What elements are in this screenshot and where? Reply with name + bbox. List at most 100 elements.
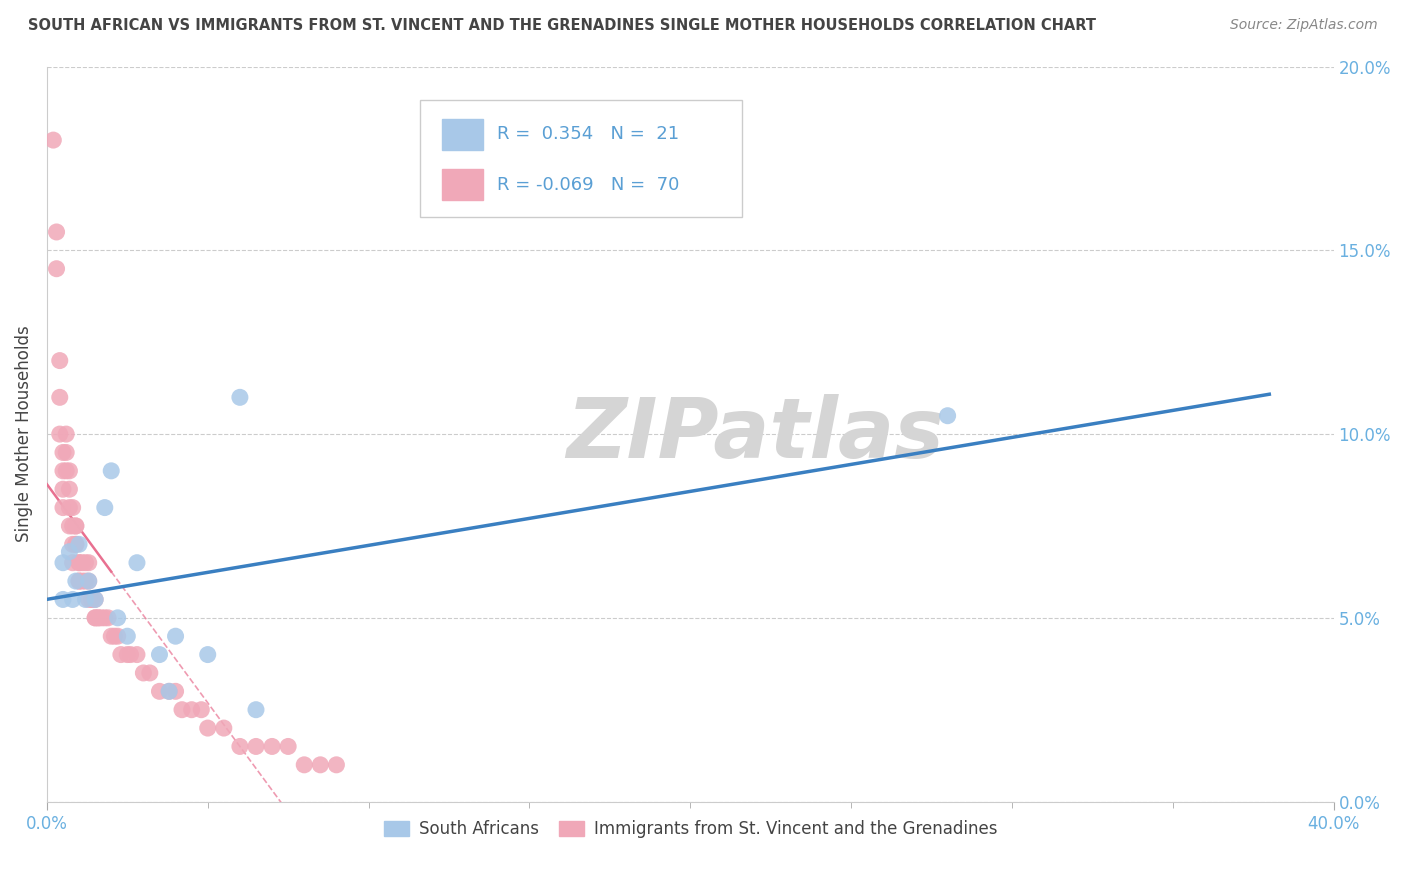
Point xyxy=(52,445,75,459)
Point xyxy=(58,500,80,515)
Point xyxy=(52,464,75,478)
Point xyxy=(165,684,187,698)
Point xyxy=(45,225,67,239)
Point xyxy=(148,684,170,698)
Point xyxy=(84,611,107,625)
Point xyxy=(49,353,72,368)
Point xyxy=(67,537,90,551)
Point xyxy=(75,574,97,588)
Point xyxy=(45,261,67,276)
Point xyxy=(94,611,117,625)
Point xyxy=(80,592,103,607)
Point xyxy=(52,500,75,515)
Point xyxy=(262,739,284,754)
Point xyxy=(77,574,100,588)
Point xyxy=(49,427,72,442)
Point xyxy=(325,757,347,772)
Point xyxy=(139,665,162,680)
Point xyxy=(190,703,212,717)
Point xyxy=(277,739,299,754)
Point xyxy=(90,611,112,625)
Point xyxy=(49,390,72,404)
Point xyxy=(197,721,219,735)
Point xyxy=(58,464,80,478)
Point xyxy=(87,611,110,625)
Point xyxy=(65,519,87,533)
Point xyxy=(212,721,235,735)
Point xyxy=(77,556,100,570)
Point xyxy=(103,629,125,643)
Bar xyxy=(441,169,484,201)
Point xyxy=(148,648,170,662)
Point xyxy=(245,703,267,717)
Point xyxy=(84,592,107,607)
Point xyxy=(52,556,75,570)
Point xyxy=(97,611,120,625)
Point xyxy=(100,464,122,478)
Point xyxy=(75,592,97,607)
Point xyxy=(77,574,100,588)
Point xyxy=(229,390,252,404)
Point xyxy=(55,464,77,478)
Bar xyxy=(441,119,484,150)
Point xyxy=(245,739,267,754)
Point xyxy=(65,519,87,533)
Point xyxy=(309,757,332,772)
Point xyxy=(62,519,84,533)
Point xyxy=(170,703,193,717)
Point xyxy=(120,648,142,662)
Point xyxy=(87,611,110,625)
Point xyxy=(55,427,77,442)
Point xyxy=(52,592,75,607)
Point xyxy=(65,537,87,551)
Point xyxy=(157,684,180,698)
Point xyxy=(55,445,77,459)
Point xyxy=(125,556,148,570)
Point xyxy=(132,665,155,680)
FancyBboxPatch shape xyxy=(420,100,742,218)
Point xyxy=(67,556,90,570)
Point xyxy=(94,500,117,515)
Point xyxy=(107,629,129,643)
Legend: South Africans, Immigrants from St. Vincent and the Grenadines: South Africans, Immigrants from St. Vinc… xyxy=(377,814,1004,845)
Y-axis label: Single Mother Households: Single Mother Households xyxy=(15,326,32,542)
Point xyxy=(65,537,87,551)
Point xyxy=(42,133,65,147)
Point xyxy=(107,611,129,625)
Point xyxy=(84,611,107,625)
Point xyxy=(117,629,139,643)
Text: R = -0.069   N =  70: R = -0.069 N = 70 xyxy=(498,176,679,194)
Point xyxy=(75,556,97,570)
Text: Source: ZipAtlas.com: Source: ZipAtlas.com xyxy=(1230,18,1378,32)
Point xyxy=(52,482,75,496)
Point xyxy=(125,648,148,662)
Text: R =  0.354   N =  21: R = 0.354 N = 21 xyxy=(498,125,679,144)
Point xyxy=(197,648,219,662)
Point xyxy=(58,482,80,496)
Text: ZIPatlas: ZIPatlas xyxy=(565,393,943,475)
Point xyxy=(229,739,252,754)
Point xyxy=(110,648,132,662)
Point xyxy=(157,684,180,698)
Point xyxy=(62,592,84,607)
Point xyxy=(65,574,87,588)
Point xyxy=(117,648,139,662)
Point xyxy=(62,537,84,551)
Point xyxy=(58,544,80,558)
Point xyxy=(936,409,959,423)
Point xyxy=(77,592,100,607)
Point xyxy=(62,556,84,570)
Point xyxy=(72,556,94,570)
Point xyxy=(180,703,202,717)
Point xyxy=(62,500,84,515)
Point xyxy=(67,556,90,570)
Point xyxy=(292,757,315,772)
Point xyxy=(58,519,80,533)
Point xyxy=(100,629,122,643)
Point xyxy=(67,574,90,588)
Point xyxy=(72,574,94,588)
Point xyxy=(67,574,90,588)
Point xyxy=(84,592,107,607)
Point xyxy=(80,592,103,607)
Point xyxy=(165,629,187,643)
